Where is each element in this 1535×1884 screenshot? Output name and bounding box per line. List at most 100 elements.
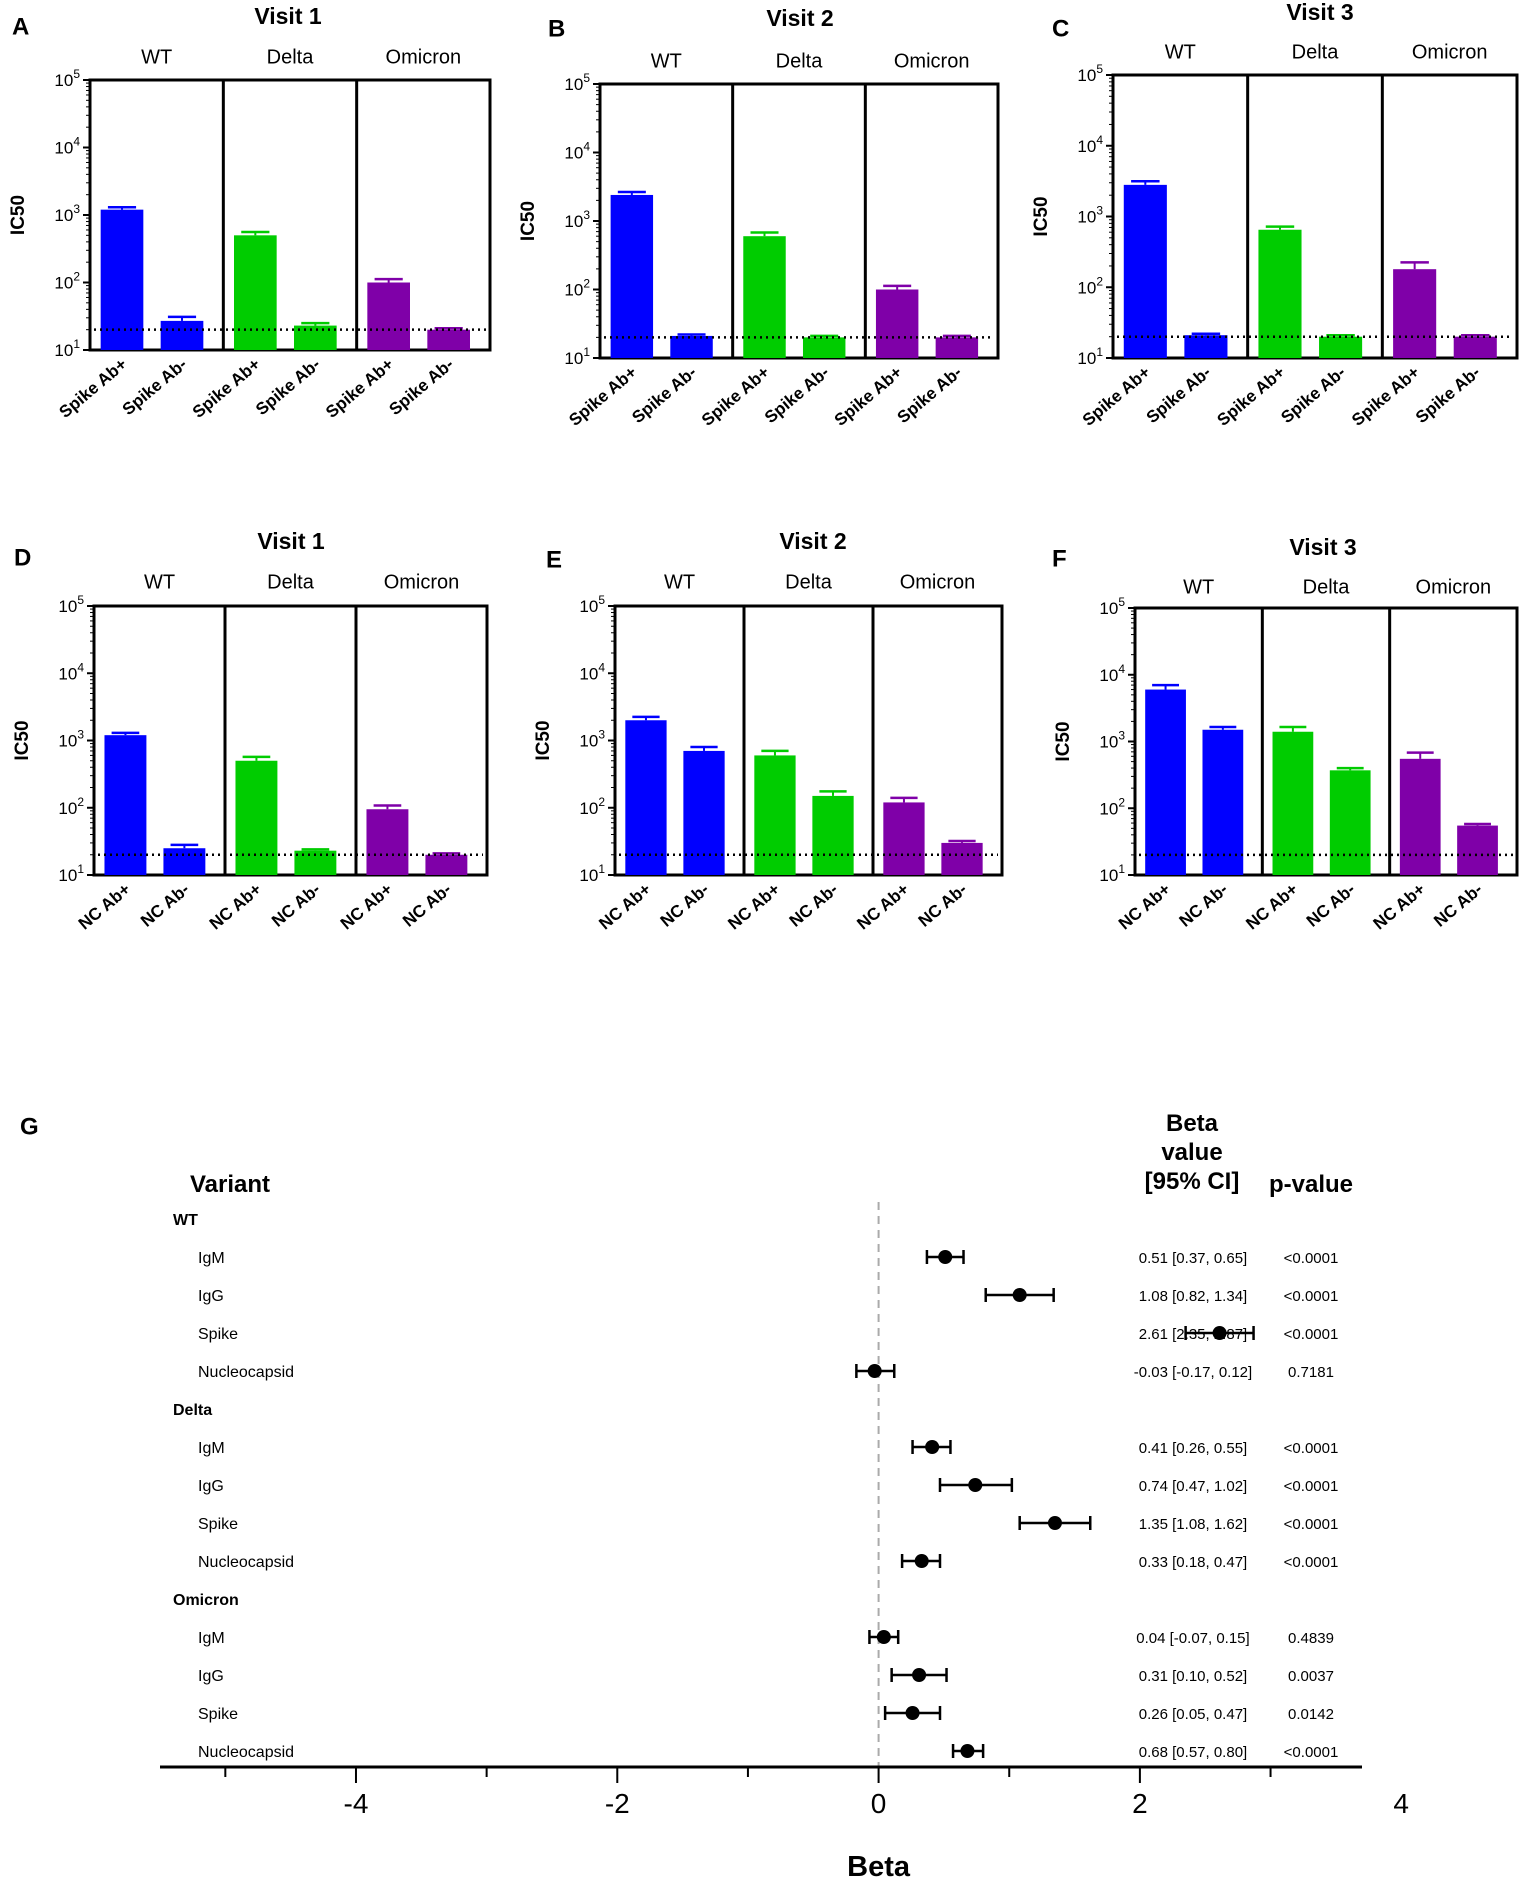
bar	[1202, 730, 1243, 875]
x-category-label: Spike Ab-	[1277, 363, 1349, 428]
row-label: Nucleocapsid	[198, 1744, 294, 1761]
beta-point	[1048, 1516, 1062, 1530]
row-label: Spike	[198, 1326, 238, 1343]
x-category-label: NC Ab-	[1430, 880, 1486, 931]
group-label: Delta	[785, 571, 833, 593]
bar-panel-d: DVisit 1101102103104105IC50WTNC Ab+ NC Ab…	[12, 528, 487, 933]
p-value: <0.0001	[1284, 1516, 1339, 1533]
beta-header: Beta	[1166, 1110, 1219, 1137]
group-label: Delta	[267, 571, 315, 593]
bar-panel-f: F Visit 3101102103104105IC50WTNC Ab+ NC Ab…	[1052, 534, 1517, 933]
x-category-label: NC Ab-	[137, 880, 193, 931]
x-category-label: Spike Ab-	[761, 363, 833, 428]
y-axis-label: IC50	[8, 195, 29, 235]
group-label: Delta	[267, 46, 315, 68]
bar	[161, 321, 204, 350]
p-value: <0.0001	[1284, 1478, 1339, 1495]
bar	[683, 751, 724, 875]
row-label: Nucleocapsid	[198, 1364, 294, 1381]
forest-panel-g: GVariantBetavalue[95% CI] p-value-4 -2 0 2 4B…	[20, 1110, 1409, 1883]
y-tick-label: 104	[564, 140, 590, 163]
bar	[1258, 230, 1301, 358]
beta-ci-value: 0.26 [0.05, 0.47]	[1139, 1706, 1247, 1723]
bar	[366, 809, 408, 875]
row-label: Spike	[198, 1706, 238, 1723]
y-tick-label: 102	[1077, 274, 1103, 297]
x-category-label: NC Ab-	[786, 880, 842, 931]
group-heading: WT	[173, 1212, 198, 1229]
p-value: 0.4839	[1288, 1630, 1334, 1647]
bar	[754, 755, 795, 875]
bar	[163, 848, 205, 875]
group-label: Omicron	[384, 571, 460, 593]
bar	[1184, 335, 1227, 358]
row-label: IgG	[198, 1668, 224, 1685]
y-tick-label: 103	[54, 202, 80, 225]
bar	[936, 337, 978, 358]
x-category-label: NC Ab-	[268, 880, 324, 931]
row-label: IgM	[198, 1250, 225, 1267]
bar	[883, 802, 924, 875]
group-label: Omicron	[1416, 576, 1492, 598]
x-category-label: NC Ab+	[1242, 879, 1301, 933]
y-tick-label: 104	[1099, 662, 1125, 685]
x-category-label: NC Ab+	[75, 879, 134, 933]
group-label: Delta	[1303, 576, 1351, 598]
beta-point	[877, 1630, 891, 1644]
beta-point	[925, 1440, 939, 1454]
y-tick-label: 102	[564, 277, 590, 300]
variant-header: Variant	[190, 1171, 270, 1198]
panel-title: Visit 3	[1286, 0, 1353, 25]
x-category-label: NC Ab-	[915, 880, 971, 931]
beta-ci-value: -0.03 [-0.17, 0.12]	[1134, 1364, 1252, 1381]
x-tick-label: 4	[1393, 1788, 1409, 1819]
y-tick-label: 101	[58, 862, 84, 885]
p-value: 0.0142	[1288, 1706, 1334, 1723]
x-category-label: NC Ab-	[657, 880, 713, 931]
bar	[1124, 185, 1167, 358]
row-label: IgG	[198, 1478, 224, 1495]
beta-ci-value: 1.35 [1.08, 1.62]	[1139, 1516, 1247, 1533]
bar	[743, 236, 785, 358]
row-label: Nucleocapsid	[198, 1554, 294, 1571]
x-category-label: NC Ab+	[1370, 879, 1429, 933]
y-tick-label: 101	[564, 345, 590, 368]
y-tick-label: 105	[54, 67, 80, 90]
group-label: WT	[1183, 576, 1214, 598]
x-category-label: Spike Ab+	[1213, 362, 1288, 429]
bar	[234, 235, 277, 350]
bar	[941, 843, 982, 875]
y-axis-label: IC50	[533, 720, 554, 760]
x-category-label: Spike Ab-	[628, 363, 700, 428]
group-label: Omicron	[900, 571, 976, 593]
group-label: Omicron	[386, 46, 462, 68]
beta-point	[912, 1668, 926, 1682]
bar	[425, 855, 467, 875]
y-tick-label: 105	[58, 593, 84, 616]
y-axis-label: IC50	[518, 201, 539, 241]
p-value: <0.0001	[1284, 1744, 1339, 1761]
row-label: IgM	[198, 1440, 225, 1457]
bar	[1273, 732, 1314, 875]
panel-label: B	[548, 15, 565, 42]
x-category-label: Spike Ab-	[252, 355, 324, 420]
x-category-label: Spike Ab+	[56, 354, 131, 421]
panel-title: Visit 1	[257, 528, 325, 554]
plot-frame	[1113, 75, 1517, 358]
beta-point	[868, 1364, 882, 1378]
x-category-label: Spike Ab-	[1412, 363, 1484, 428]
y-tick-label: 104	[579, 660, 605, 683]
p-value: <0.0001	[1284, 1326, 1339, 1343]
plot-frame	[90, 80, 490, 350]
bar	[876, 290, 918, 359]
plot-frame	[600, 84, 998, 358]
y-tick-label: 105	[579, 593, 605, 616]
y-tick-label: 101	[579, 862, 605, 885]
row-label: IgG	[198, 1288, 224, 1305]
p-value: <0.0001	[1284, 1250, 1339, 1267]
y-tick-label: 103	[1077, 204, 1103, 227]
p-value: 0.0037	[1288, 1668, 1334, 1685]
figure: A Visit 1101102103104105IC50WTSpike Ab+Sp…	[0, 0, 1535, 1884]
beta-ci-value: 0.04 [-0.07, 0.15]	[1136, 1630, 1249, 1647]
